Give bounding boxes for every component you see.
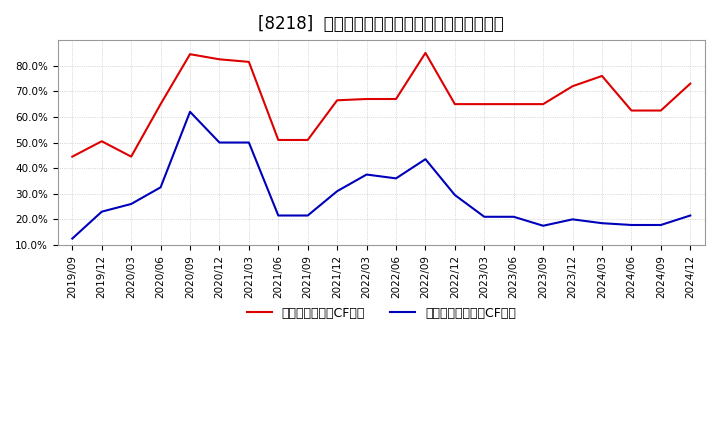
有利子負債営業CF比率 (303, 137, 312, 143)
Line: 有利子負債フリーCF比率: 有利子負債フリーCF比率 (72, 112, 690, 238)
有利子負債営業CF比率 (657, 108, 665, 113)
有利子負債フリーCF比率 (686, 213, 695, 218)
有利子負債営業CF比率 (451, 102, 459, 107)
有利子負債フリーCF比率 (657, 222, 665, 227)
有利子負債営業CF比率 (333, 98, 341, 103)
有利子負債営業CF比率 (215, 57, 224, 62)
有利子負債フリーCF比率 (568, 217, 577, 222)
有利子負債営業CF比率 (392, 96, 400, 102)
有利子負債フリーCF比率 (186, 109, 194, 114)
有利子負債フリーCF比率 (539, 223, 547, 228)
有利子負債営業CF比率 (627, 108, 636, 113)
有利子負債フリーCF比率 (362, 172, 371, 177)
有利子負債フリーCF比率 (274, 213, 283, 218)
有利子負債フリーCF比率 (627, 222, 636, 227)
有利子負債営業CF比率 (686, 81, 695, 86)
有利子負債営業CF比率 (274, 137, 283, 143)
Legend: 有利子負債営業CF比率, 有利子負債フリーCF比率: 有利子負債営業CF比率, 有利子負債フリーCF比率 (242, 302, 521, 325)
有利子負債フリーCF比率 (333, 189, 341, 194)
有利子負債フリーCF比率 (245, 140, 253, 145)
有利子負債フリーCF比率 (451, 192, 459, 198)
有利子負債フリーCF比率 (127, 202, 135, 207)
有利子負債営業CF比率 (421, 50, 430, 55)
有利子負債営業CF比率 (97, 139, 106, 144)
有利子負債フリーCF比率 (598, 220, 606, 226)
有利子負債フリーCF比率 (156, 185, 165, 190)
有利子負債営業CF比率 (68, 154, 76, 159)
有利子負債営業CF比率 (186, 51, 194, 57)
有利子負債営業CF比率 (362, 96, 371, 102)
有利子負債フリーCF比率 (215, 140, 224, 145)
有利子負債フリーCF比率 (480, 214, 489, 220)
有利子負債営業CF比率 (510, 102, 518, 107)
有利子負債営業CF比率 (245, 59, 253, 65)
有利子負債フリーCF比率 (421, 157, 430, 162)
有利子負債営業CF比率 (539, 102, 547, 107)
有利子負債フリーCF比率 (97, 209, 106, 214)
有利子負債営業CF比率 (156, 102, 165, 107)
有利子負債フリーCF比率 (510, 214, 518, 220)
有利子負債営業CF比率 (480, 102, 489, 107)
有利子負債営業CF比率 (127, 154, 135, 159)
Line: 有利子負債営業CF比率: 有利子負債営業CF比率 (72, 53, 690, 157)
有利子負債フリーCF比率 (303, 213, 312, 218)
有利子負債フリーCF比率 (68, 236, 76, 241)
Title: [8218]  有利子負債キャッシュフロー比率の推移: [8218] 有利子負債キャッシュフロー比率の推移 (258, 15, 504, 33)
有利子負債営業CF比率 (598, 73, 606, 79)
有利子負債営業CF比率 (568, 84, 577, 89)
有利子負債フリーCF比率 (392, 176, 400, 181)
